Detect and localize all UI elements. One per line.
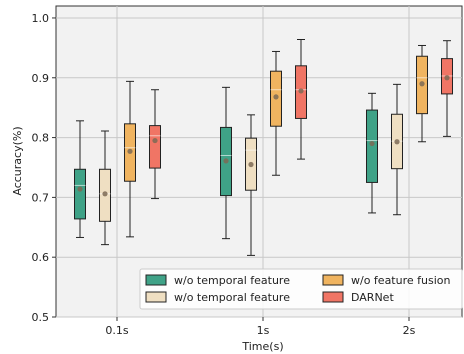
legend-item: w/o feature fusion	[322, 274, 451, 287]
box-0-2	[366, 92, 378, 214]
mean-point	[102, 191, 108, 197]
mean-point	[223, 158, 229, 164]
y-axis-label: Accuracy(%)	[11, 126, 24, 195]
grid-lines	[56, 6, 462, 318]
y-tick-label: 1.0	[32, 12, 50, 25]
legend-box	[139, 268, 463, 310]
legend-label: DARNet	[351, 291, 394, 304]
box-3-0	[149, 89, 161, 200]
legend-swatch	[322, 291, 344, 303]
mean-point	[419, 81, 425, 87]
y-tick-label: 0.5	[32, 311, 50, 324]
box-2-0	[124, 80, 136, 238]
box-1-1	[245, 114, 257, 256]
x-axis: 0.1s 1s 2s	[105, 317, 416, 337]
legend: w/o temporal feature w/o temporal feature…	[139, 268, 463, 310]
box-3-2	[441, 40, 453, 137]
box-body	[366, 109, 378, 183]
box-group	[74, 38, 453, 256]
box-3-1	[295, 38, 307, 160]
box-2-2	[416, 44, 428, 143]
y-tick-label: 0.6	[32, 251, 50, 264]
box-0-0	[74, 120, 86, 238]
legend-label: w/o temporal feature	[174, 291, 290, 304]
mean-point	[127, 148, 133, 154]
mean-point	[248, 161, 254, 168]
mean-point	[444, 75, 450, 81]
box-body	[149, 125, 161, 169]
mean-point	[77, 186, 83, 192]
x-tick-label: 2s	[403, 324, 416, 337]
legend-item: DARNet	[322, 291, 394, 304]
x-tick-label: 0.1s	[105, 324, 128, 337]
legend-label: w/o feature fusion	[351, 274, 451, 287]
legend-swatch	[145, 291, 167, 303]
legend-item: w/o temporal feature	[145, 274, 290, 287]
y-tick-label: 0.7	[32, 191, 50, 204]
mean-point	[394, 139, 400, 145]
mean-point	[273, 94, 279, 100]
y-tick-label: 0.9	[32, 72, 50, 85]
box-0-1	[220, 86, 232, 240]
mean-point	[298, 88, 304, 94]
legend-label: w/o temporal feature	[174, 274, 290, 287]
legend-swatch	[322, 274, 344, 286]
y-tick-label: 0.8	[32, 132, 50, 145]
x-axis-label: Time(s)	[241, 340, 283, 353]
legend-swatch	[145, 274, 167, 286]
x-tick-label: 1s	[257, 324, 270, 337]
mean-point	[369, 140, 375, 147]
box-1-2	[391, 83, 403, 216]
legend-item: w/o temporal feature	[145, 291, 290, 304]
y-axis: 0.5 0.6 0.7 0.8 0.9 1.0	[32, 12, 56, 324]
box-2-1	[270, 50, 282, 176]
mean-point	[152, 137, 158, 144]
box-1-0	[99, 130, 111, 246]
box-body	[74, 168, 86, 220]
